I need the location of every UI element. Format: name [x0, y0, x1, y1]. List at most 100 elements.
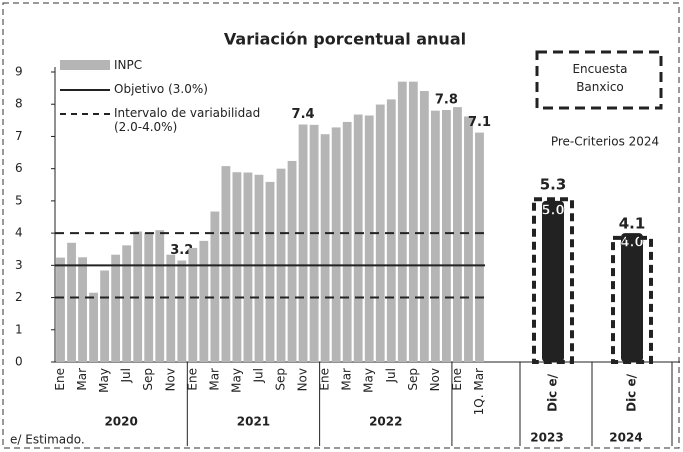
- legend-item: Objetivo (3.0%): [60, 82, 270, 96]
- x-tick-label: May: [97, 368, 111, 393]
- x-tick-label: Ene: [318, 368, 332, 391]
- bar: [331, 127, 341, 362]
- forecast-title: Pre-Criterios 2024: [551, 135, 659, 149]
- bar: [265, 181, 275, 362]
- bar: [254, 174, 264, 362]
- bar: [243, 172, 253, 362]
- y-tick-label: 1: [15, 322, 23, 336]
- chart-title: Variación porcentual anual: [224, 30, 466, 49]
- data-label: 5.0: [541, 203, 564, 218]
- x-tick-label: Dic e/: [546, 373, 560, 412]
- bar: [100, 270, 110, 362]
- legend-label: INPC: [114, 58, 143, 72]
- bar: [111, 254, 121, 362]
- x-tick-label: Dic e/: [625, 373, 639, 412]
- bar: [177, 260, 187, 362]
- x-tick-label: Mar: [340, 368, 354, 391]
- bar: [188, 247, 198, 362]
- y-tick-label: 0: [15, 355, 23, 369]
- y-tick-label: 2: [15, 290, 23, 304]
- bar: [375, 104, 385, 363]
- forecast-bar: [621, 233, 643, 362]
- y-tick-label: 3: [15, 258, 23, 272]
- bar: [78, 257, 87, 362]
- year-label: 2020: [104, 415, 137, 429]
- bar: [166, 254, 176, 362]
- bar: [56, 257, 65, 362]
- bar: [397, 81, 407, 363]
- legend-label: Objetivo (3.0%): [114, 82, 208, 96]
- x-tick-label: Nov: [428, 368, 442, 391]
- bar: [298, 124, 308, 363]
- bar: [408, 81, 418, 363]
- legend: INPC Objetivo (3.0%) Intervalo de variabil…: [60, 58, 270, 144]
- year-label: 2024: [609, 431, 642, 445]
- y-tick-label: 6: [15, 161, 23, 175]
- y-tick-label: 7: [15, 129, 23, 143]
- x-tick-label: Jul: [251, 368, 265, 383]
- x-tick-label: Ene: [450, 368, 464, 391]
- x-tick-label: Ene: [53, 368, 67, 391]
- year-label: 2023: [530, 431, 563, 445]
- survey-box: [611, 235, 653, 364]
- survey-box: [532, 197, 574, 364]
- x-tick-label: May: [229, 368, 243, 393]
- legend-swatch: [60, 106, 110, 120]
- y-tick-label: 5: [15, 193, 23, 207]
- bar: [287, 160, 297, 362]
- legend-label: Intervalo de variabilidad (2.0-4.0%): [114, 106, 261, 134]
- data-label: 7.8: [435, 93, 458, 108]
- y-tick-label: 9: [15, 65, 23, 79]
- bar: [320, 134, 330, 362]
- bar: [475, 132, 484, 362]
- x-tick-label: Sep: [141, 368, 155, 391]
- bar: [67, 242, 76, 362]
- bar: [353, 114, 363, 363]
- x-tick-label: Mar: [75, 368, 89, 391]
- survey-legend-label: Encuesta Banxico: [572, 62, 628, 94]
- y-tick-label: 8: [15, 97, 23, 111]
- bar: [210, 211, 220, 362]
- x-tick-label: Ene: [185, 368, 199, 391]
- bar: [453, 107, 462, 362]
- bar: [364, 115, 374, 362]
- bar: [232, 172, 242, 362]
- legend-item: Intervalo de variabilidad (2.0-4.0%): [60, 106, 270, 134]
- x-tick-label: Jul: [384, 368, 398, 383]
- data-label: 3.2: [170, 243, 193, 258]
- data-label: 7.4: [292, 107, 315, 122]
- legend-swatch: [60, 58, 110, 72]
- bar: [309, 124, 319, 362]
- y-tick-label: 4: [15, 226, 23, 240]
- x-tick-label: Sep: [406, 368, 420, 391]
- footnote: e/ Estimado.: [10, 433, 85, 447]
- x-tick-label: Nov: [163, 368, 177, 391]
- legend-item: INPC: [60, 58, 270, 72]
- bar: [386, 99, 396, 362]
- year-label: 2022: [369, 415, 402, 429]
- forecast-bar: [542, 200, 564, 362]
- survey-legend: Encuesta Banxico: [572, 62, 628, 94]
- bar: [442, 110, 451, 363]
- data-label: 5.3: [540, 176, 567, 194]
- bar: [419, 91, 429, 362]
- data-label: 4.1: [619, 214, 646, 232]
- bar: [122, 245, 132, 362]
- bar: [199, 240, 209, 362]
- x-tick-label: Jul: [119, 368, 133, 383]
- bar: [430, 110, 440, 363]
- data-label: 7.1: [468, 115, 491, 130]
- year-label: 2021: [237, 415, 270, 429]
- x-tick-label: Sep: [274, 368, 288, 391]
- bar: [89, 292, 98, 362]
- bar: [464, 116, 473, 362]
- survey-legend-box: [535, 50, 663, 110]
- bar: [155, 230, 165, 362]
- x-tick-label: May: [362, 368, 376, 393]
- x-tick-label: 1Q. Mar: [472, 368, 486, 415]
- bar: [221, 166, 231, 362]
- bar: [342, 121, 352, 362]
- legend-swatch: [60, 82, 110, 96]
